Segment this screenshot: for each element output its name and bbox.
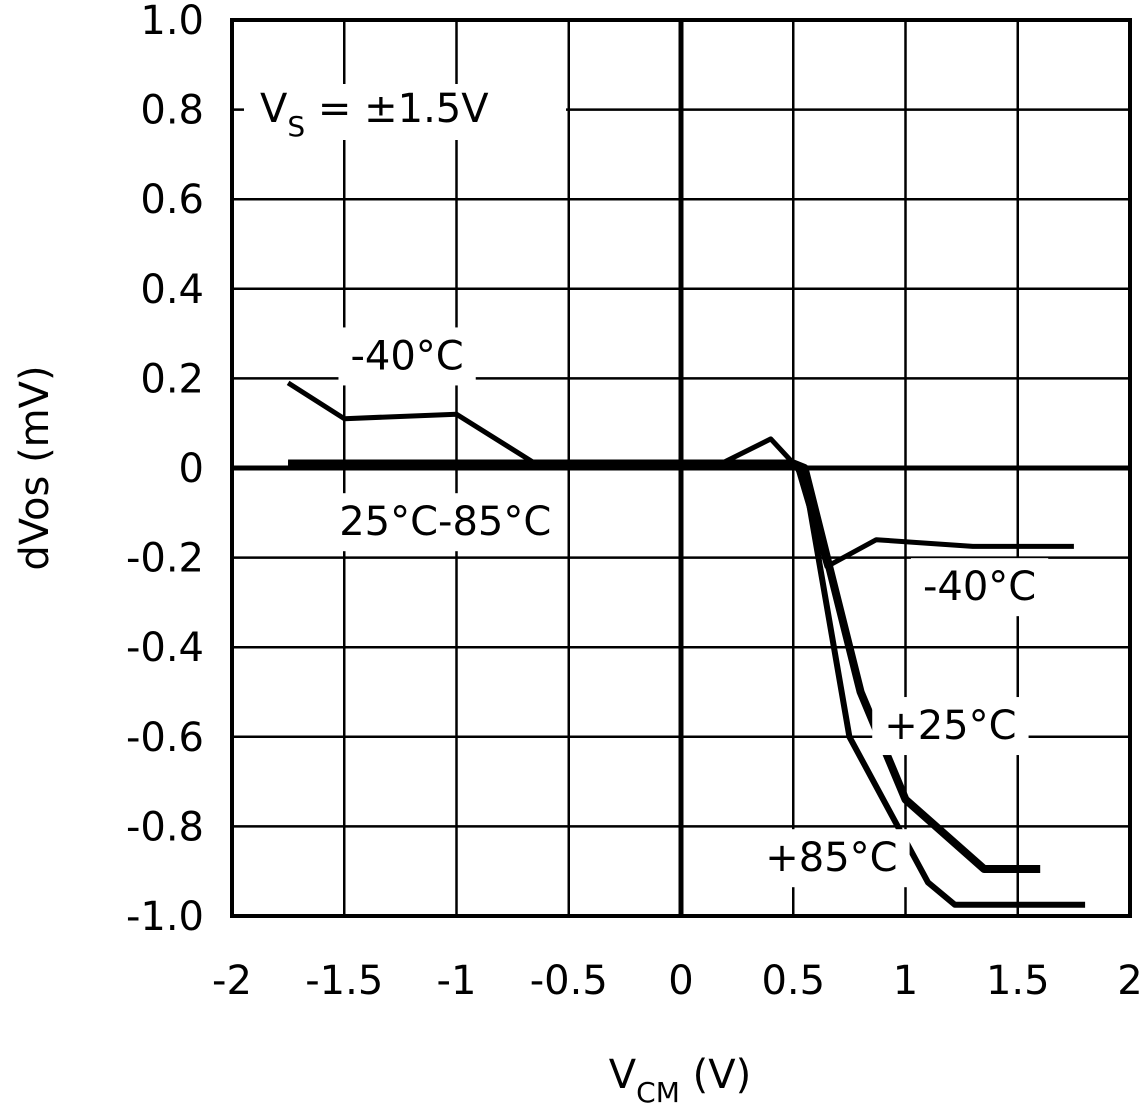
annotation-bg: [338, 327, 476, 386]
y-tick-label: 0: [179, 446, 204, 492]
annotation: 25°C-85°C: [327, 493, 564, 552]
condition-label: VS = ±1.5V: [260, 86, 489, 143]
grid: [230, 18, 1132, 918]
tick-labels: -2 -1.5 -1 -0.5 0 0.5 1 1.5 2 1.0 0.8 0.6 0.4 0.2 0 -0.…: [126, 0, 1142, 1004]
series-line-85c: [288, 460, 1086, 908]
x-axis-title-sub: CM: [636, 1076, 680, 1109]
y-tick-label: -0.6: [126, 715, 204, 761]
annotation: +25°C: [872, 697, 1029, 756]
annotation-label: +85°C: [765, 835, 897, 881]
annotation-label: -40°C: [923, 564, 1036, 610]
x-tick-label: 1: [893, 958, 918, 1004]
x-tick-label: -1: [437, 958, 477, 1004]
series-line-40c: [286, 380, 1074, 570]
x-axis-title: VCM (V): [609, 1052, 751, 1109]
y-tick-label: 0.6: [140, 177, 204, 223]
annotation: +85°C: [753, 829, 910, 888]
annotation-bg: [872, 697, 1029, 756]
x-axis-title-unit: (V): [680, 1052, 751, 1098]
y-tick-label: -1.0: [126, 894, 204, 940]
annotation-label: -40°C: [350, 333, 463, 379]
x-tick-label: 0: [668, 958, 693, 1004]
condition-rest: = ±1.5V: [305, 86, 489, 132]
x-tick-label: -1.5: [305, 958, 383, 1004]
y-axis-title: dVos (mV): [12, 365, 58, 570]
x-tick-label: -2: [212, 958, 252, 1004]
annotations: -40°C 25°C-85°C -40°C +25°C +85°C: [327, 327, 1049, 888]
annotation-label: 25°C-85°C: [339, 499, 551, 545]
y-tick-label: -0.8: [126, 804, 204, 850]
annotation-bg: [910, 558, 1049, 617]
x-tick-label: -0.5: [530, 958, 608, 1004]
y-tick-label: 0.4: [140, 267, 204, 313]
annotation: -40°C: [338, 327, 476, 386]
x-tick-label: 2: [1117, 958, 1142, 1004]
condition-label-bg: [244, 84, 566, 140]
x-tick-label: 1.5: [986, 958, 1050, 1004]
annotation-bg: [753, 829, 910, 888]
condition-label-group: VS = ±1.5V: [244, 84, 566, 143]
annotation: -40°C: [910, 558, 1049, 617]
y-tick-label: -0.2: [126, 536, 204, 582]
y-tick-label: 0.2: [140, 356, 204, 402]
x-axis-title-main: V: [609, 1052, 637, 1098]
y-tick-label: -0.4: [126, 625, 204, 671]
y-tick-label: 0.8: [140, 88, 204, 134]
y-tick-label: 1.0: [140, 0, 204, 44]
annotation-label: +25°C: [884, 703, 1016, 749]
annotation-bg: [327, 493, 564, 552]
series-layer: [286, 380, 1086, 908]
condition-sub: S: [287, 110, 305, 143]
x-tick-label: 0.5: [761, 958, 825, 1004]
condition-main: V: [260, 86, 288, 132]
